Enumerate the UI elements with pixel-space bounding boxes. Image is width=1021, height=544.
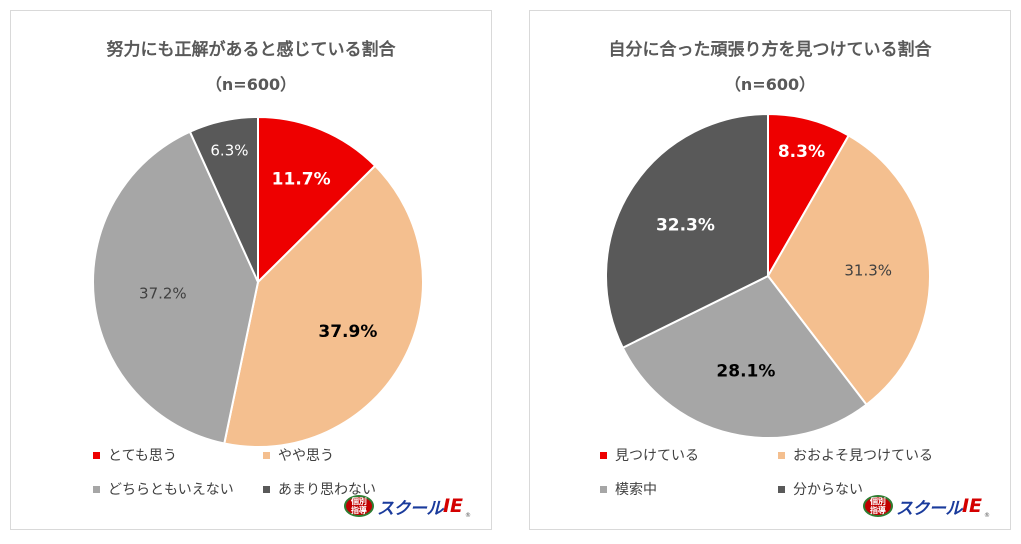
logo-name: スクール [895, 498, 963, 519]
legend-item-2: やや思う [263, 445, 334, 465]
logo-badge: 個別 指導 [343, 495, 374, 517]
legend-label: やや思う [278, 448, 334, 464]
data-label-3: 28.1% [716, 362, 775, 382]
legend-swatch [93, 485, 100, 493]
pie-slice-1 [257, 115, 377, 285]
legend-swatch [93, 451, 100, 459]
data-label-2: 37.9% [318, 322, 377, 342]
school-ie-logo: 個別 指導 スクール IE ® [343, 493, 471, 519]
chart-panel-1: 努力にも正解があると感じている割合 （n=600） 11.7% 37.9% 37.2… [10, 10, 492, 530]
legend-item-1: 見つけている [600, 445, 699, 465]
legend-swatch [600, 485, 607, 493]
legend-label: どちらともいえない [108, 482, 234, 498]
data-label-4: 6.3% [210, 142, 248, 160]
legend-label: とても思う [108, 448, 177, 464]
pie-slice-4 [605, 112, 769, 350]
legend-swatch [263, 485, 270, 493]
pie-slice-4 [188, 115, 259, 283]
school-ie-logo: 個別 指導 スクール IE ® [862, 493, 990, 519]
chart-subtitle: （n=600） [724, 75, 816, 94]
chart-title: 自分に合った頑張り方を見つけている割合 [608, 40, 932, 60]
legend-label: おおよそ見つけている [793, 448, 933, 464]
legend-swatch [778, 451, 785, 459]
legend-swatch [778, 485, 785, 493]
legend-swatch [600, 451, 607, 459]
data-label-4: 32.3% [656, 216, 715, 236]
legend-label: 見つけている [615, 448, 699, 464]
legend-swatch [263, 451, 270, 459]
legend-label: 模索中 [615, 482, 657, 498]
pie-slice-3 [621, 274, 868, 439]
legend-item-2: おおよそ見つけている [778, 445, 933, 465]
legend-item-3: どちらともいえない [93, 479, 234, 499]
pie-chart-1: 11.7% 37.9% 37.2% 6.3% [92, 115, 424, 448]
logo-mark: ® [465, 512, 471, 519]
chart-panel-2: 自分に合った頑張り方を見つけている割合 （n=600） 8.3% 31.3% 28.… [529, 10, 1011, 530]
legend-label: 分からない [793, 482, 863, 498]
legend-item-1: とても思う [93, 445, 177, 465]
pie-slice-2 [766, 134, 931, 407]
chart-title: 努力にも正解があると感じている割合 [106, 40, 396, 60]
data-label-2: 31.3% [844, 261, 892, 279]
data-label-1: 8.3% [778, 142, 825, 162]
logo-name: スクール [376, 498, 444, 519]
legend-item-4: 分からない [778, 479, 863, 499]
logo-accent: IE [961, 495, 982, 517]
logo-accent: IE [442, 495, 463, 517]
legend-label: あまり思わない [278, 482, 376, 498]
data-label-1: 11.7% [272, 169, 331, 189]
legend-item-4: あまり思わない [263, 479, 376, 499]
logo-mark: ® [984, 512, 990, 519]
chart-subtitle: （n=600） [205, 75, 297, 94]
pie-chart-2: 8.3% 31.3% 28.1% 32.3% [605, 112, 931, 439]
pie-slice-2 [223, 164, 424, 448]
pie-slice-3 [92, 130, 260, 445]
legend-item-3: 模索中 [600, 479, 657, 499]
logo-badge: 個別 指導 [862, 495, 893, 517]
data-label-3: 37.2% [139, 284, 187, 302]
